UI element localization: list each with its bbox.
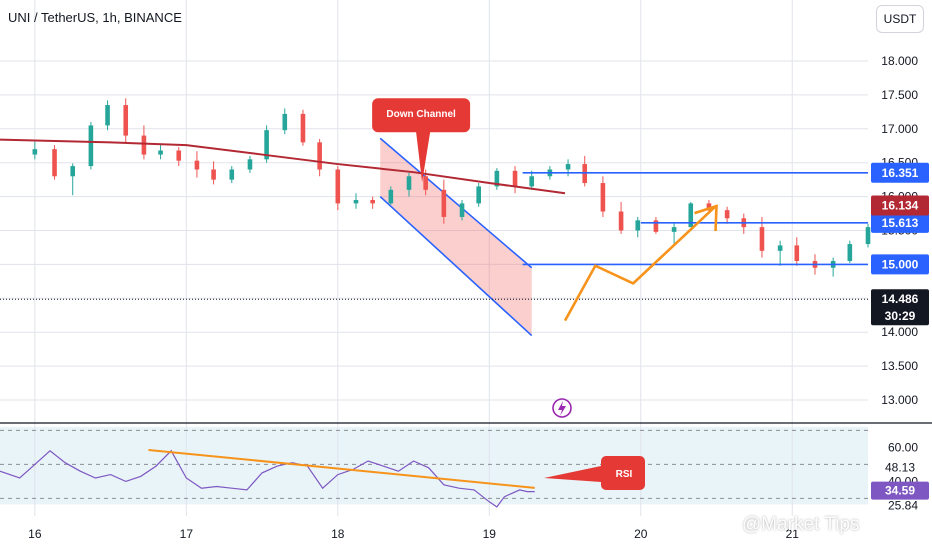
down-channel-upper-line xyxy=(379,137,533,269)
candle xyxy=(32,149,38,155)
x-tick-label: 18 xyxy=(331,527,345,541)
watermark: @Market Tips xyxy=(742,514,860,535)
x-tick-label: 19 xyxy=(483,527,497,541)
candle xyxy=(211,169,216,180)
down-channel-fill xyxy=(380,138,532,336)
lightning-icon xyxy=(552,398,572,418)
candles-group xyxy=(32,98,871,277)
level-tag: 15.000 xyxy=(882,257,919,271)
rsi-callout-label: RSI xyxy=(616,469,633,480)
rsi-y-tick-label: 25.84 xyxy=(888,498,918,512)
candle xyxy=(671,227,677,232)
candle xyxy=(600,183,606,212)
lightning-icon-bolt xyxy=(558,401,566,416)
candle xyxy=(865,227,871,245)
down-channel-callout xyxy=(372,98,471,183)
candle xyxy=(618,211,624,231)
y-tick-label: 14.000 xyxy=(881,325,918,339)
candle xyxy=(335,169,341,204)
rsi-trendline xyxy=(148,448,535,489)
candle xyxy=(688,203,694,228)
candle xyxy=(158,150,163,155)
rsi-band-background xyxy=(0,427,868,505)
candle xyxy=(229,169,235,180)
rsi-y-tick-label: 60.00 xyxy=(888,440,918,454)
candle xyxy=(141,135,147,155)
candle xyxy=(441,189,447,217)
candle xyxy=(494,170,500,187)
candle xyxy=(105,105,110,126)
candle xyxy=(423,176,428,190)
moving-average-line xyxy=(0,138,566,195)
rsi-current-tag-bg xyxy=(871,481,929,500)
last-price-tag-bg xyxy=(871,289,929,326)
candle xyxy=(759,227,765,251)
candle xyxy=(88,125,94,167)
level-tag-bg xyxy=(871,162,929,183)
level-tag: 15.613 xyxy=(882,216,919,230)
candle xyxy=(459,203,465,217)
ma-value-tag-bg xyxy=(871,195,929,216)
level-tag-bg xyxy=(871,212,929,233)
candle xyxy=(264,130,269,160)
candle xyxy=(635,220,641,231)
candle xyxy=(176,150,182,161)
candle xyxy=(370,199,375,204)
y-tick-label: 13.500 xyxy=(881,359,918,373)
y-tick-label: 17.000 xyxy=(881,122,918,136)
candle xyxy=(565,164,571,170)
candle xyxy=(847,244,853,262)
x-tick-label: 20 xyxy=(634,527,648,541)
currency-button[interactable]: USDT xyxy=(876,5,924,33)
rsi-line xyxy=(0,449,535,508)
projection-arrowhead xyxy=(694,204,718,232)
y-tick-label: 13.000 xyxy=(881,393,918,407)
rsi-callout xyxy=(544,456,645,490)
candle xyxy=(123,105,129,136)
lightning-icon-ring xyxy=(552,398,572,418)
candle xyxy=(777,245,783,251)
candle xyxy=(406,176,412,190)
x-tick-label: 17 xyxy=(180,527,194,541)
candle xyxy=(52,149,57,177)
candle xyxy=(794,245,800,262)
candle xyxy=(388,189,394,204)
rsi-upper-tag-bg xyxy=(871,458,929,477)
candle xyxy=(724,210,730,219)
rsi-upper-tag: 48.13 xyxy=(885,461,915,475)
candle xyxy=(300,113,306,143)
down-channel-lower-line xyxy=(379,196,533,337)
countdown-tag: 30:29 xyxy=(885,309,916,323)
last-price-tag: 14.486 xyxy=(882,292,919,306)
y-tick-label: 18.000 xyxy=(881,54,918,68)
candle xyxy=(70,166,76,177)
y-tick-label: 17.500 xyxy=(881,88,918,102)
candle xyxy=(529,176,535,187)
x-tick-label: 16 xyxy=(28,527,42,541)
candle xyxy=(512,170,518,187)
candle xyxy=(282,113,288,131)
candle xyxy=(194,160,200,170)
candle xyxy=(653,220,659,232)
candle xyxy=(317,142,322,170)
ma-value-tag: 16.134 xyxy=(882,199,919,213)
x-tick-label: 21 xyxy=(786,527,800,541)
level-tag-bg xyxy=(871,254,929,275)
candle xyxy=(247,159,253,170)
chart-title: UNI / TetherUS, 1h, BINANCE xyxy=(8,10,182,25)
down-channel-callout-label: Down Channel xyxy=(386,109,456,120)
candle xyxy=(476,186,481,204)
candle xyxy=(353,199,359,204)
rsi-current-tag: 34.59 xyxy=(885,484,915,498)
candle xyxy=(706,203,712,211)
level-tag: 16.351 xyxy=(882,166,919,180)
